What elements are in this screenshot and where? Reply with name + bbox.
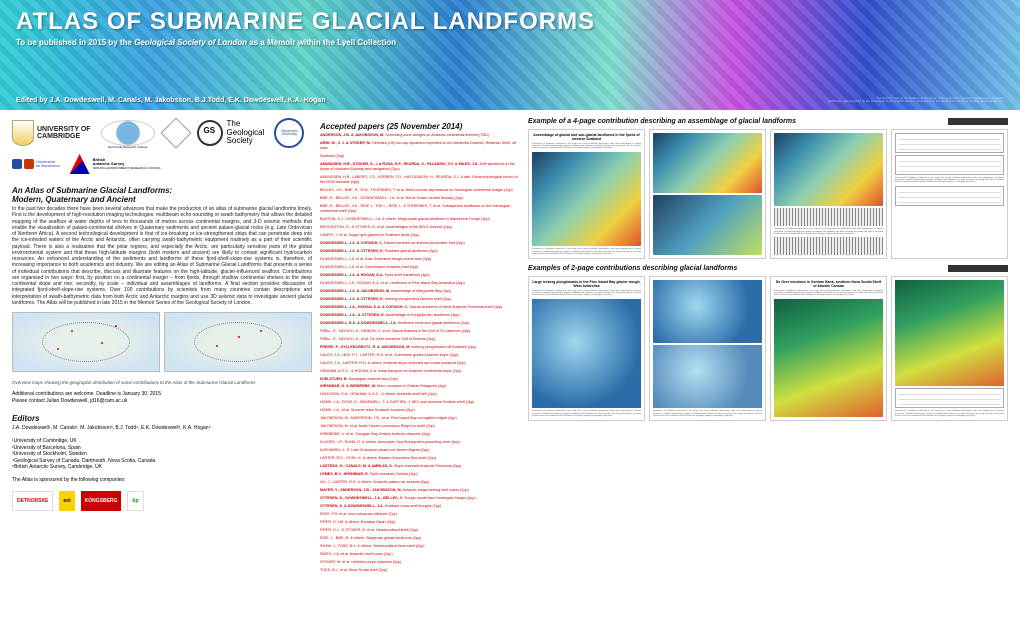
reference-entry: TODD, B.J. et al. Nova Scotia shelf (2pp…: [320, 568, 520, 573]
example-2pp-heading: Examples of 2-page contributions describ…: [528, 265, 1008, 272]
reference-entry: BURTON, D.J., DOWDESWELL, J.A. & others.…: [320, 217, 520, 222]
reference-entry: AMUNDSEN, H.B., LABERG, J.S., VORREN, T.…: [320, 175, 520, 185]
overview-maps: [12, 312, 312, 372]
reference-entry: BØE, R., BELLEC, V.K., DOWDESWELL, J.A. …: [320, 196, 520, 201]
reference-entry: Scotland (2pp): [320, 154, 520, 159]
reference-entry: ARMI, M., V. J. & STOKER, M. Hebrides (U…: [320, 141, 520, 151]
reference-entry: SMITH, J.A. et al. Antarctic shelf cores…: [320, 552, 520, 557]
reference-entry: HOWE, J.A., DOVE, D., BRADWELL, T. & GAF…: [320, 400, 520, 405]
abstract-text: In the past two decades there have been …: [12, 206, 312, 306]
sponsor-eni: eni: [59, 491, 74, 511]
banner-caption: Perspective view of the seafloor at the …: [828, 97, 1004, 104]
subtitle: To be published in 2015 by the Geologica…: [16, 38, 1004, 47]
reference-entry: LEMES, B.V., HIRSHBAR, D. Fjord moraines…: [320, 472, 520, 477]
ex2b-page-1: De Geer moraines in German Bank, souther…: [770, 276, 887, 421]
arctic-map: [12, 312, 160, 372]
reference-entry: AMUNDSEN, H.B., STOKER, S., L A ROSA, R.…: [320, 162, 520, 172]
accepted-papers-heading: Accepted papers (25 November 2014): [320, 122, 520, 131]
atlas-heading: An Atlas of Submarine Glacial Landforms:…: [12, 186, 312, 204]
reference-list: ANDERSON, J.B. & JAKOBSSON, M. Grounding…: [320, 133, 520, 576]
reference-entry: DOWDESWELL, J.A. & OTTESEN, D. Iceberg p…: [320, 297, 520, 302]
reference-entry: KIRKBRIDE, V. et al. Georgian Bay Ontari…: [320, 432, 520, 437]
logo-band: UNIVERSITY OFCAMBRIDGE TheGeologicalSoci…: [12, 118, 312, 174]
reference-entry: JAKOBSSON, M., ANDERSON, J.B., et al. Pi…: [320, 416, 520, 421]
sponsor-bp: bp: [127, 491, 143, 511]
editors-heading: Editors: [12, 414, 312, 423]
reference-entry: PIPER, D.J., K STOKER, R. et al. Newfoun…: [320, 528, 520, 533]
reference-entry: GALES, J.A, LEAT, P.T., LARTER, R.D. et …: [320, 353, 520, 358]
reference-entry: ANDERSON, J.B. & JAKOBSSON, M. Grounding…: [320, 133, 520, 138]
sponsor-detnorske: DETNORSKE: [12, 491, 53, 511]
contact-block: Additional contributions are welcome. De…: [12, 391, 312, 404]
ub-logo: Universitatde Barcelona: [12, 159, 60, 169]
reference-entry: KURJAŃSKI, L. S. Late Ordovician palaeo-…: [320, 448, 520, 453]
reference-entry: OTTESEN, D. & DOWDESWELL, J.A. Svalbard …: [320, 504, 520, 509]
reference-entry: GALES, J.A., LARTER, R.D. & others. Anta…: [320, 361, 520, 366]
reference-entry: BØE, R., BELLEC, V.K., RISE, L. THE L., …: [320, 204, 520, 214]
left-column: UNIVERSITY OFCAMBRIDGE TheGeologicalSoci…: [12, 118, 312, 621]
reference-entry: LASTRAS, G., CANALS, M. & AMBLAS, D. Slo…: [320, 464, 520, 469]
reference-entry: KLAGES, J.P., KUHN, G. & others. Amundse…: [320, 440, 520, 445]
ex2a-page-1: Large iceberg ploughmarks in the Pine Is…: [528, 276, 645, 421]
example-4pp: Assemblage of glacial and sub-glacial la…: [528, 129, 1008, 259]
editors-line: Edited by J.A. Dowdeswell, M. Canals, M.…: [16, 97, 325, 104]
reference-entry: PIÑAL, G., SAYAGO, A., GRINON, C. et al.…: [320, 329, 520, 334]
reference-entry: JAKOBSSON, M. et al. Arctic Ocean Lomono…: [320, 424, 520, 429]
page-title: ATLAS OF SUBMARINE GLACIAL LANDFORMS: [16, 8, 1004, 36]
reference-entry: DOWDESWELL, J.A., HOGAN, K.A. et al. Lan…: [320, 281, 520, 286]
reference-entry: RISE, L., BØE, R. & others. Skagerrak gl…: [320, 536, 520, 541]
reference-entry: FREIRE, F., GYLLENCREUTZ, R. & JAKOBSSON…: [320, 345, 520, 350]
sponsor-kongsberg: KONGSBERG: [81, 491, 122, 511]
ex4-page-2: [649, 129, 766, 259]
sponsor-row: DETNORSKE eni KONGSBERG bp: [12, 491, 312, 511]
reference-entry: DOWDESWELL, J.A. & COFAIGH, C. Eskers be…: [320, 241, 520, 246]
reference-entry: HJELSTUEN, B. Norwegian channel fans (2p…: [320, 377, 520, 382]
reference-entry: DOWDESWELL, J.A. & JAKOBSSON, M. Assembl…: [320, 289, 520, 294]
reference-entry: DOWDESWELL, J.A. & OTTESEN, D. Svalbard …: [320, 249, 520, 254]
right-column: Example of a 4-page contribution describ…: [528, 118, 1008, 621]
bas-logo: BritishAntarctic SurveyNATURAL ENVIRONME…: [70, 154, 161, 174]
reference-entry: LIU, J., LARTER, R.D. & others. Antarcti…: [320, 480, 520, 485]
reference-entry: DOWDESWELL, J.A. et al. Drumlinised mora…: [320, 265, 520, 270]
reference-entry: DOWDESWELL, E.K. & DOWDESWELL, J.A. Sedi…: [320, 321, 520, 326]
reference-entry: LARTER, R.D., GOHL, K. & others. Eastern…: [320, 456, 520, 461]
reference-entry: PIPER, D.J.W. & others. Eurasian Basin (…: [320, 520, 520, 525]
map-caption: Overview maps showing the geographic dis…: [12, 380, 312, 385]
ex2a-page-2: Description of landforms observed in the…: [649, 276, 766, 421]
example-4pp-heading: Example of a 4-page contribution describ…: [528, 118, 1008, 125]
reference-entry: OTTESEN, D., DOWDESWELL, J.A., BELLEC, V…: [320, 496, 520, 501]
ex4-page-1: Assemblage of glacial and sub-glacial la…: [528, 129, 645, 259]
stockholm-univ-logo: StockholmUniversity: [274, 118, 304, 148]
geological-society-logo: TheGeologicalSociety: [197, 120, 265, 146]
reference-entry: BROUGHTON, D., & STOKES, D. et al. Assem…: [320, 225, 520, 230]
middle-column: Accepted papers (25 November 2014) ANDER…: [320, 118, 520, 621]
reference-entry: DOWDESWELL, J.A. & HOGAN, K.A. Fjord-she…: [320, 273, 520, 278]
reference-entry: HODGSON, D.A., GRAHAM, A.G.C., & others.…: [320, 392, 520, 397]
reference-entry: STOKER, M. et al. Hebrides slope channel…: [320, 560, 520, 565]
reference-entry: MAYER, V., ANDERSON, J.B., JAKOBSSON, M.…: [320, 488, 520, 493]
ex4-page-4: Description of landforms observed in the…: [891, 129, 1008, 259]
sponsor-intro: The Atlas is sponsored by the following …: [12, 477, 312, 484]
reference-entry: HIRSHBAR, D. & WEINREBE, W. Moro moraine…: [320, 384, 520, 389]
hex-logo: [160, 117, 191, 148]
editors-block: J.A. Dowdeswell¹, M. Canals², M. Jakobss…: [12, 425, 312, 471]
spri-logo: [101, 120, 155, 146]
reference-entry: DOWDESWELL, J.A., & OTTESEN, D. Assembla…: [320, 313, 520, 318]
reference-entry: HOWE, J.A., et al. Summer Isles Scotland…: [320, 408, 520, 413]
reference-entry: PASS, F.R. et al. mud volcanoes offshore…: [320, 512, 520, 517]
reference-entry: CAMPO, J. et al. Surge-type glaciers in …: [320, 233, 520, 238]
ex2b-page-2: Description of landforms observed in the…: [891, 276, 1008, 421]
example-2pp-a: Large iceberg ploughmarks in the Pine Is…: [528, 276, 1008, 421]
header-banner: ATLAS OF SUBMARINE GLACIAL LANDFORMS To …: [0, 0, 1020, 110]
reference-entry: BELLEC, V.K., BØE, R., R-M., THORSNES, T…: [320, 188, 520, 193]
antarctic-map: [164, 312, 312, 372]
reference-entry: SHAW, J., TODD, B.J. & others. Newfoundl…: [320, 544, 520, 549]
reference-entry: DOWDESWELL, J.A., HOGAN, K.A. & COFAIGH,…: [320, 305, 520, 310]
reference-entry: DOWDESWELL, J.A. et al. East Greenland t…: [320, 257, 520, 262]
reference-entry: GRAHAM, A.G.C., & HOGAN, K.A. mass trans…: [320, 369, 520, 374]
reference-entry: PIÑAL, G., SAYAGO, A., et al. De Geer mo…: [320, 337, 520, 342]
cambridge-logo: UNIVERSITY OFCAMBRIDGE: [12, 120, 91, 146]
ex4-page-3: Description of landforms observed in the…: [770, 129, 887, 259]
